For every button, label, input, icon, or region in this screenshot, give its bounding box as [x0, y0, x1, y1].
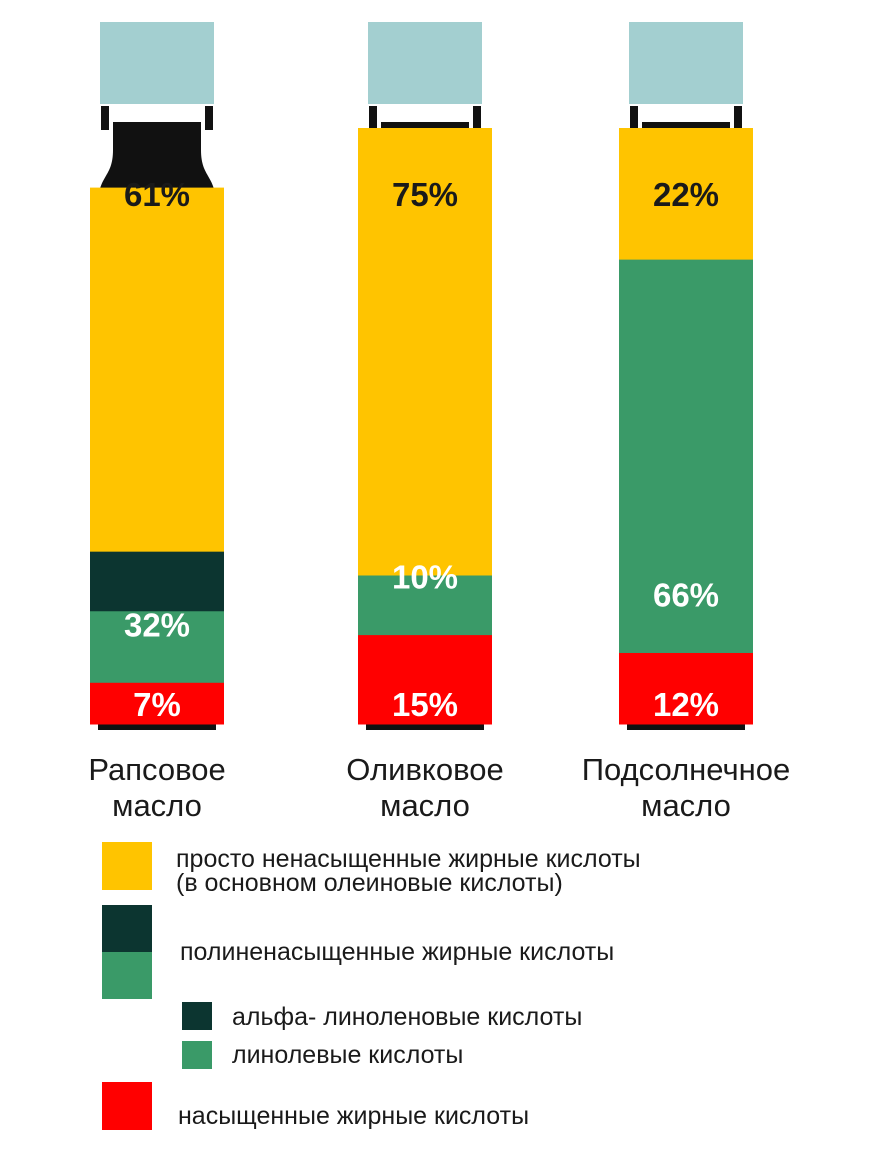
data-label: 61%: [124, 176, 190, 213]
group-label: 10%: [392, 559, 458, 596]
bar-segment: [358, 634, 492, 725]
bar-segment: [358, 128, 492, 576]
category-label: масло: [380, 788, 470, 823]
legend-label: альфа- линоленовые кислоты: [232, 1003, 582, 1031]
bar-segment: [90, 610, 224, 683]
bottle-neck-left: [101, 106, 109, 130]
legend-label: насыщенные жирные кислоты: [178, 1102, 529, 1130]
bar-segment: [90, 682, 224, 725]
bottle-neck-right: [473, 106, 481, 130]
legend-label: линолевые кислоты: [232, 1041, 463, 1069]
legend-swatch-saturated: [102, 1082, 152, 1130]
category-label: масло: [641, 788, 731, 823]
data-label: 12%: [653, 686, 719, 723]
category-label: масло: [112, 788, 202, 823]
bar-segment: [358, 575, 492, 636]
legend-label: просто ненасыщенные жирные кислоты: [176, 845, 641, 873]
data-label: 22%: [653, 176, 719, 213]
bar-segment: [619, 128, 753, 260]
bottle-neck-right: [205, 106, 213, 130]
group-label: 32%: [124, 606, 190, 643]
legend: просто ненасыщенные жирные кислоты(в осн…: [102, 842, 641, 1130]
data-label: 15%: [392, 686, 458, 723]
bar-segment: [619, 652, 753, 725]
legend-swatch-linoleic: [182, 1041, 212, 1069]
category-label: Оливковое: [346, 752, 503, 787]
data-label: 75%: [392, 176, 458, 213]
bar-segment: [90, 551, 224, 612]
legend-swatch-poly-linoleic: [102, 952, 152, 999]
legend-swatch-poly-alpha: [102, 905, 152, 952]
legend-label: (в основном олеиновые кислоты): [176, 869, 563, 897]
data-label: 7%: [133, 686, 181, 723]
bottle-neck-left: [369, 106, 377, 130]
category-label: Рапсовое: [88, 752, 225, 787]
legend-swatch-alpha-linolenic: [182, 1002, 212, 1030]
bar-segment: [90, 187, 224, 552]
bottle-cap: [629, 22, 743, 104]
category-label: Подсолнечное: [582, 752, 791, 787]
legend-swatch-monounsaturated: [102, 842, 152, 890]
bottle-cap: [100, 22, 214, 104]
bottle-neck-left: [630, 106, 638, 130]
group-label: 66%: [653, 576, 719, 613]
bottle-cap: [368, 22, 482, 104]
legend-label: полиненасыщенные жирные кислоты: [180, 938, 614, 966]
bottle-neck-right: [734, 106, 742, 130]
bar-segment: [619, 259, 753, 653]
